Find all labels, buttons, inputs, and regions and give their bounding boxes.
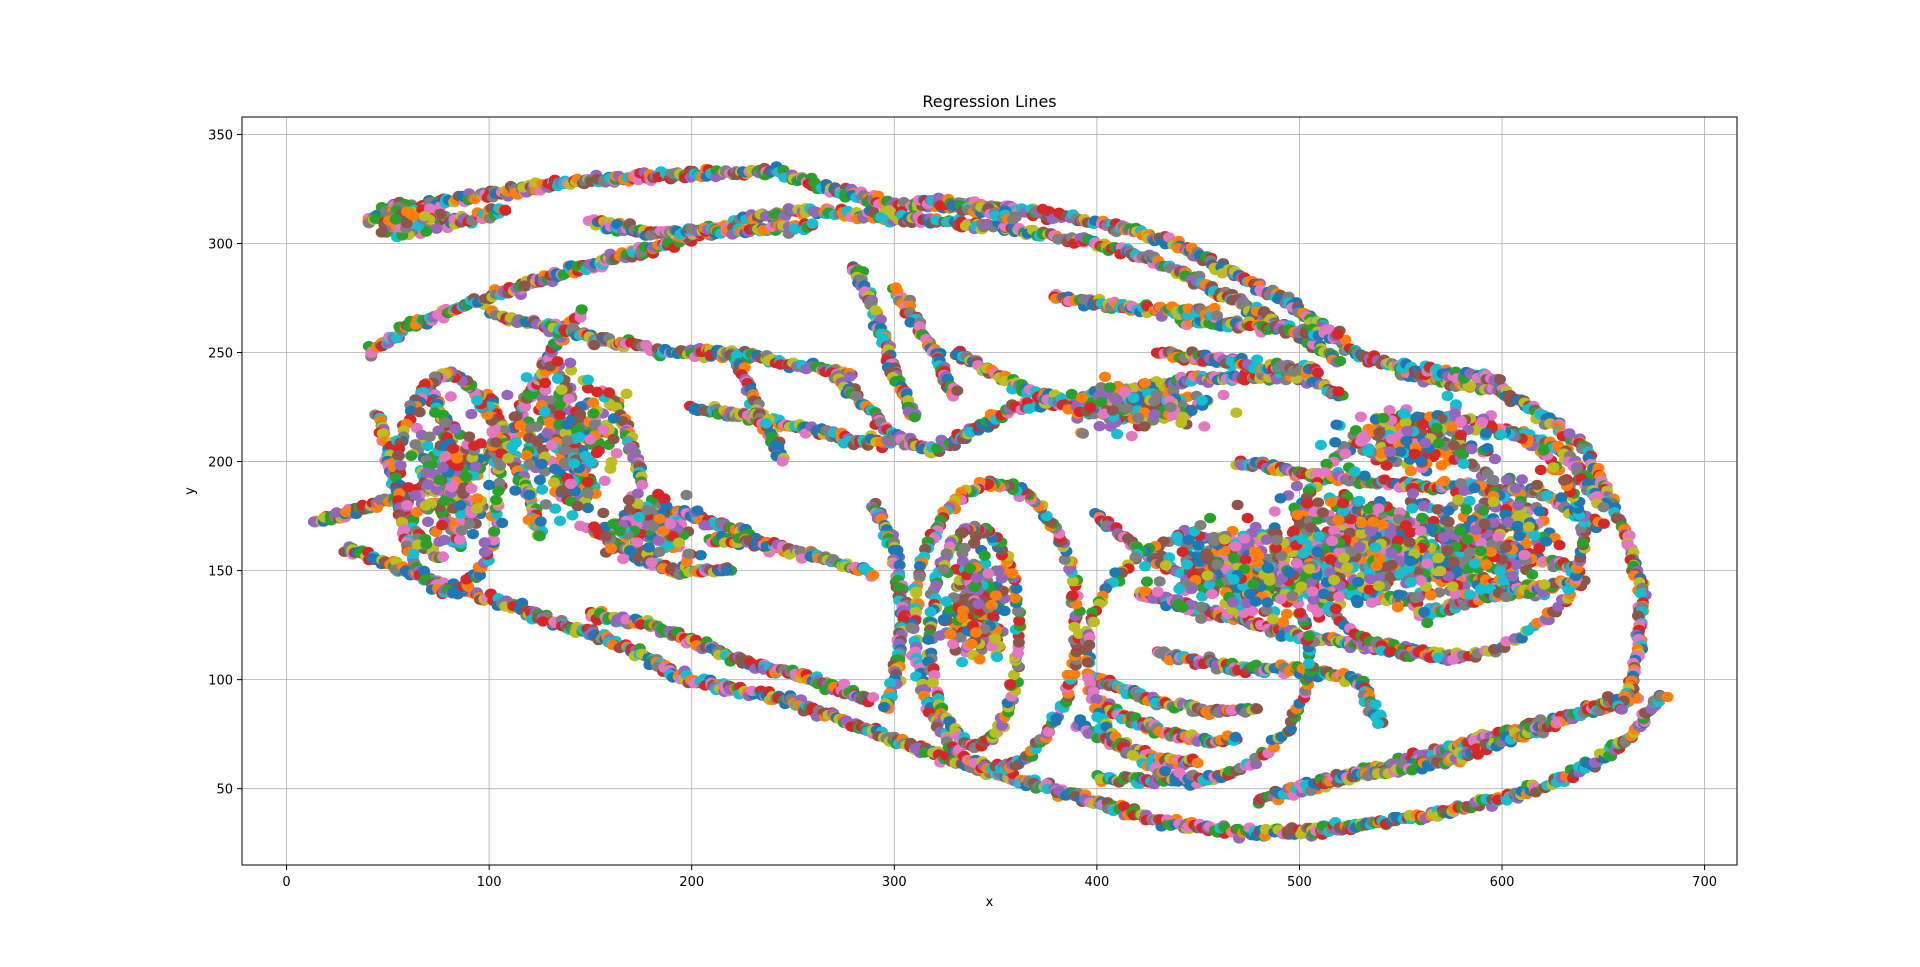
scatter-point bbox=[1332, 386, 1345, 397]
scatter-point bbox=[575, 304, 588, 315]
scatter-point bbox=[867, 569, 880, 581]
scatter-point bbox=[1615, 704, 1628, 715]
scatter-point bbox=[760, 418, 773, 429]
scatter-point bbox=[1661, 691, 1674, 703]
scatter-point bbox=[721, 565, 734, 576]
scatter-point bbox=[776, 456, 789, 467]
scatter-point bbox=[1118, 801, 1131, 812]
data-points bbox=[307, 161, 1674, 844]
scatter-point bbox=[1334, 355, 1347, 367]
scatter-point bbox=[951, 385, 964, 396]
scatter-point bbox=[884, 677, 897, 689]
scatter-point bbox=[1634, 588, 1647, 599]
scatter-point bbox=[878, 701, 890, 713]
scatter-point bbox=[533, 531, 546, 542]
scatter-point bbox=[869, 305, 882, 316]
scatter-point bbox=[519, 401, 531, 412]
scatter-point bbox=[537, 616, 549, 627]
scatter-point bbox=[867, 692, 880, 703]
scatter-point bbox=[908, 411, 921, 423]
scatter-point bbox=[1494, 374, 1506, 385]
scatter-point bbox=[1009, 212, 1022, 223]
